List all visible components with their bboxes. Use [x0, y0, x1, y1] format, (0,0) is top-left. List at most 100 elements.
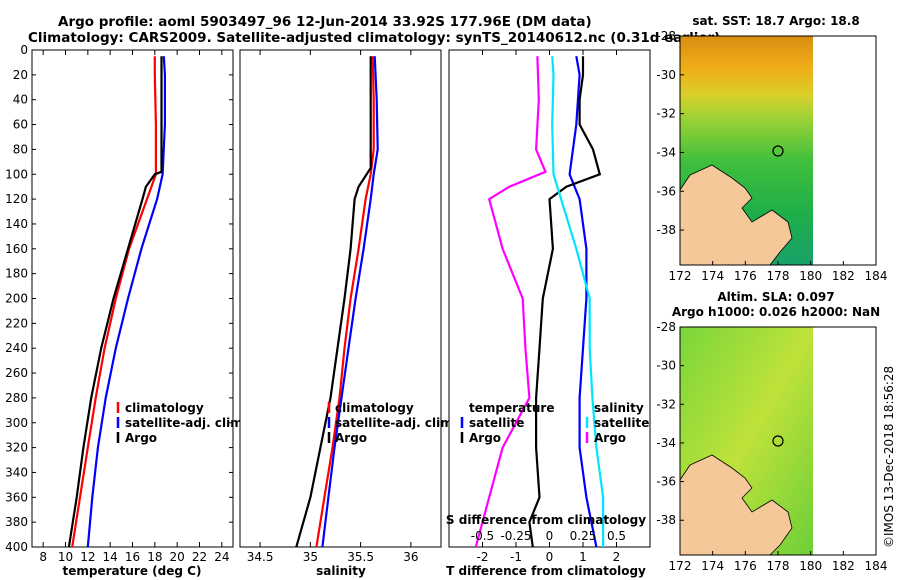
series-line-argo	[67, 56, 163, 548]
salinity-xlabel: salinity	[316, 564, 366, 578]
s-diff-tick-label: 0.25	[570, 529, 597, 543]
difference-panel: -2 -1 0 1 2 -0.5 -0.25 0 0.25 0.5 temperature sat…	[446, 49, 651, 578]
temperature-panel: 0204060801001201401601802002202402602803…	[5, 43, 650, 578]
depth-tick-label: 120	[5, 192, 28, 206]
map-lat-label: -38	[656, 223, 676, 237]
series-line-s-argo	[474, 56, 547, 548]
depth-tick-label: 340	[5, 465, 28, 479]
sst-map-title: sat. SST: 18.7 Argo: 18.8	[692, 14, 859, 28]
sst-land	[680, 164, 793, 265]
salinity-plot-frame	[239, 49, 442, 548]
map-lat-label: -34	[656, 436, 676, 450]
depth-tick-label: 320	[5, 441, 28, 455]
depth-tick-label: 80	[13, 142, 28, 156]
legend-label-t-satellite: satellite	[469, 416, 524, 430]
series-line-t-argo	[528, 56, 602, 548]
legend-label-satellite: satellite-adj. clim.	[125, 416, 247, 430]
map-lon-label: 176	[734, 559, 757, 573]
x-tick-label: 36	[403, 550, 418, 564]
map-lat-label: -32	[656, 397, 676, 411]
x-tick-label: 1	[579, 550, 587, 564]
legend-label-climatology: climatology	[335, 401, 414, 415]
temperature-x-axis: 8 10 12 14 16 18 20 22 24	[39, 50, 229, 564]
x-tick-label: 35	[303, 550, 318, 564]
temperature-xlabel: temperature (deg C)	[63, 564, 202, 578]
map-lat-label: -36	[656, 475, 676, 489]
s-diff-tick-label: -0.25	[500, 529, 531, 543]
series-line-s-satellite	[551, 56, 605, 547]
legend-label-satellite: satellite-adj. clim.	[335, 416, 457, 430]
title-line-2: Climatology: CARS2009. Satellite-adjuste…	[28, 30, 720, 46]
x-tick-label: 20	[170, 550, 185, 564]
x-tick-label: 10	[58, 550, 73, 564]
depth-tick-label: 140	[5, 217, 28, 231]
map-lat-label: -36	[656, 184, 676, 198]
map-lon-label: 178	[767, 269, 790, 283]
sla-map-panel: Altim. SLA: 0.097 Argo h1000: 0.026 h200…	[656, 290, 887, 573]
legend-title-temperature: temperature	[469, 401, 554, 415]
series-line-climatology	[71, 56, 157, 548]
x-tick-label: 12	[80, 550, 95, 564]
map-lon-label: 172	[669, 269, 692, 283]
temperature-legend: climatology satellite-adj. clim. Argo	[116, 401, 247, 445]
map-lat-label: -28	[656, 29, 676, 43]
x-tick-label: -1	[510, 550, 522, 564]
temperature-plot-frame	[31, 49, 234, 548]
legend-label-s-satellite: satellite	[594, 416, 649, 430]
x-tick-label: 22	[192, 550, 207, 564]
series-line-satellite-adj-clim-	[86, 56, 166, 548]
x-tick-label: 16	[125, 550, 140, 564]
depth-tick-label: 100	[5, 167, 28, 181]
x-tick-label: 8	[39, 550, 47, 564]
sst-argo-marker	[772, 145, 784, 157]
depth-tick-label: 200	[5, 292, 28, 306]
temperature-series	[67, 56, 166, 548]
difference-top-xlabel: S difference from climatology	[446, 513, 646, 527]
map-lon-label: 180	[799, 269, 822, 283]
map-lat-label: -38	[656, 513, 676, 527]
depth-tick-label: 180	[5, 267, 28, 281]
map-lon-label: 182	[832, 559, 855, 573]
x-tick-label: 35.5	[347, 550, 374, 564]
series-line-argo	[295, 56, 372, 548]
difference-legend: temperature satellite Argo salinity sate…	[460, 401, 649, 445]
depth-tick-label: 300	[5, 416, 28, 430]
s-diff-tick-label: 0	[546, 529, 554, 543]
x-tick-label: 34.5	[247, 550, 274, 564]
map-lon-label: 180	[799, 559, 822, 573]
map-lon-label: 184	[865, 269, 888, 283]
depth-tick-label: 60	[13, 118, 28, 132]
legend-title-salinity: salinity	[594, 401, 644, 415]
x-tick-label: 24	[214, 550, 229, 564]
depth-tick-label: 160	[5, 242, 28, 256]
map-lon-label: 172	[669, 559, 692, 573]
depth-tick-label: 260	[5, 366, 28, 380]
legend-label-argo: Argo	[335, 431, 367, 445]
s-diff-tick-label: -0.5	[471, 529, 494, 543]
map-lat-label: -34	[656, 145, 676, 159]
legend-label-argo: Argo	[125, 431, 157, 445]
depth-tick-label: 0	[20, 43, 28, 57]
depth-tick-label: 20	[13, 68, 28, 82]
x-tick-label: 14	[103, 550, 118, 564]
series-line-satellite-adj-clim-	[321, 56, 379, 548]
sla-map-axes: 172 174 176 178 180 182 184 -28 -30 -32 -34 -36 -38	[656, 320, 887, 573]
depth-tick-label: 280	[5, 391, 28, 405]
x-tick-label: -2	[477, 550, 489, 564]
sla-map-subtitle: Argo h1000: 0.026 h2000: NaN	[672, 305, 880, 319]
map-lat-label: -30	[656, 359, 676, 373]
sst-map-axes: 172 174 176 178 180 182 184 -28 -30 -32 -34 -36 -38	[656, 29, 887, 283]
map-lon-label: 178	[767, 559, 790, 573]
difference-plot-frame	[448, 49, 651, 548]
map-lon-label: 176	[734, 269, 757, 283]
map-lon-label: 184	[865, 559, 888, 573]
salinity-panel: 34.5 35 35.5 36 climatology satellite-adj. …	[239, 49, 457, 578]
map-lon-label: 174	[701, 269, 724, 283]
map-lat-label: -30	[656, 68, 676, 82]
sst-map-panel: sat. SST: 18.7 Argo: 18.8	[656, 14, 887, 283]
map-lon-label: 182	[832, 269, 855, 283]
depth-tick-label: 220	[5, 316, 28, 330]
legend-label-s-argo: Argo	[594, 431, 626, 445]
sla-land	[680, 454, 793, 555]
